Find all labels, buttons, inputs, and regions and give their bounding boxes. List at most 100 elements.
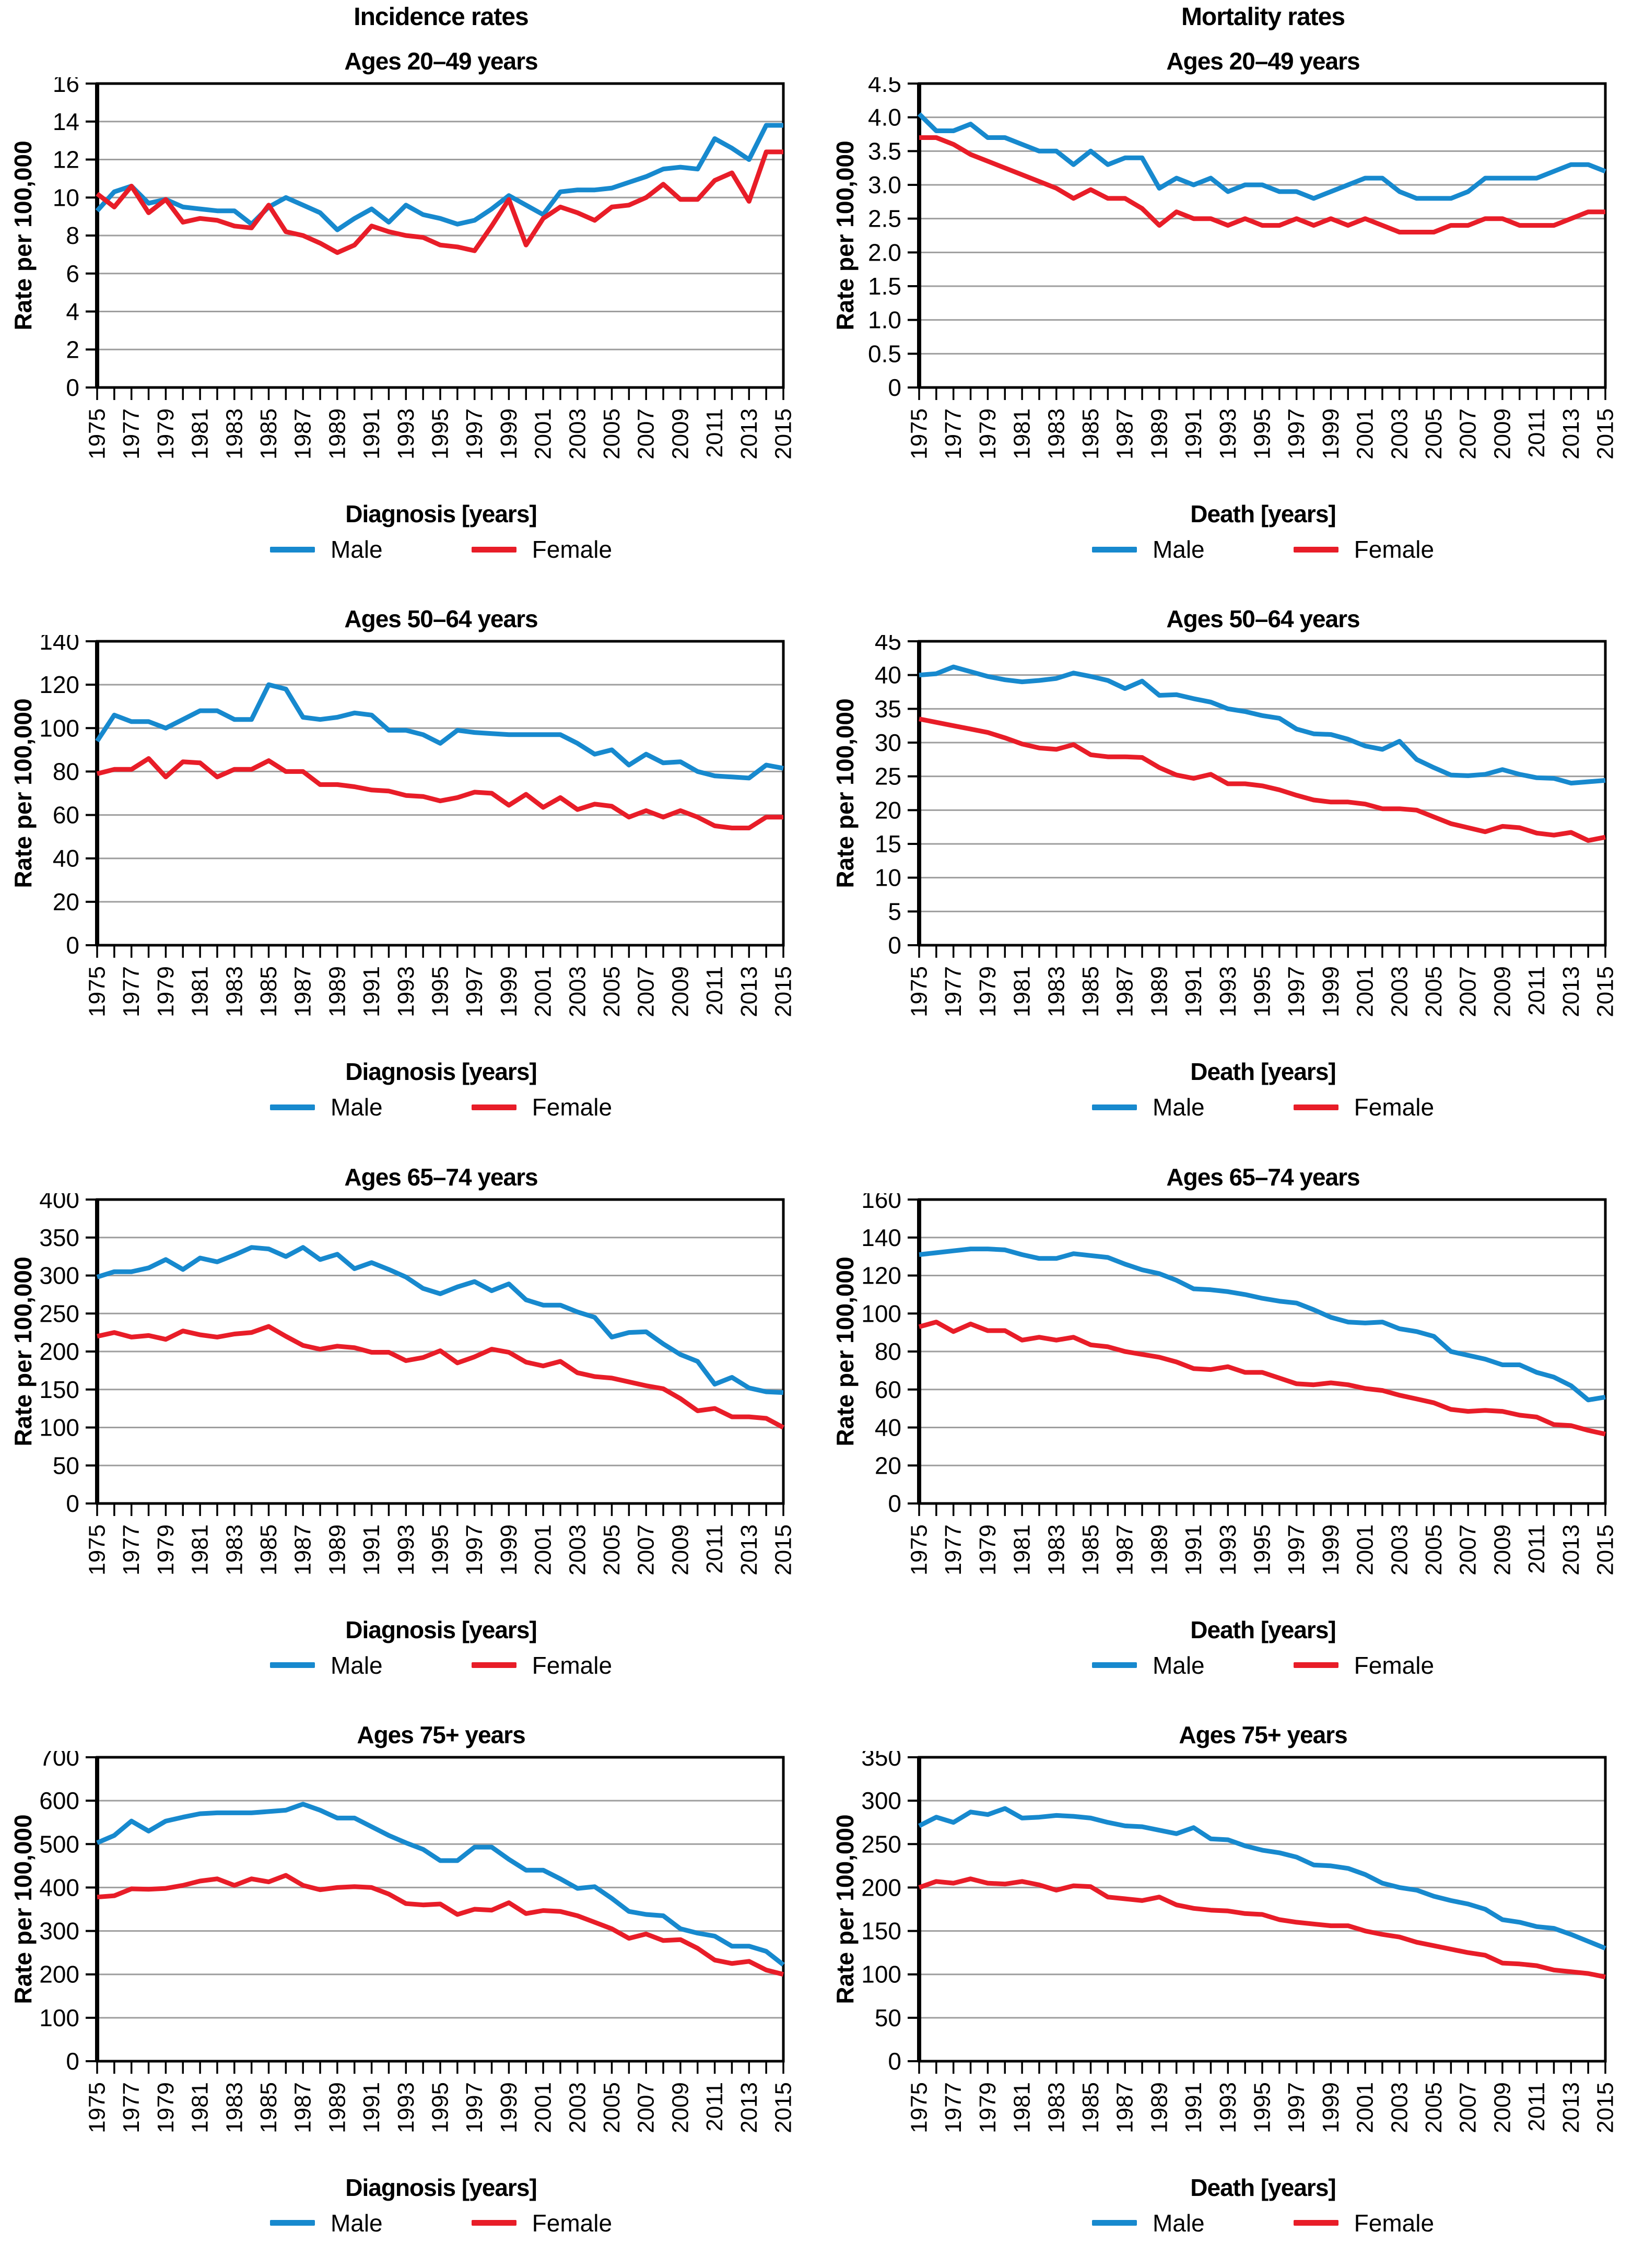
x-tick-label: 2007: [633, 966, 659, 1017]
x-tick-label: 1991: [1181, 408, 1206, 460]
x-tick-label: 2009: [667, 1524, 693, 1576]
legend-item-female: Female: [471, 2209, 612, 2237]
chart-panel-incidence-65-74: Ages 65–74 years 0 50 100 150 200 250 300 350 40…: [0, 1153, 822, 1710]
x-tick-label: 2009: [1489, 966, 1515, 1017]
plot-mortality-65-74: 0 20 40 60 80 100 120 140 160 1975 1977 1979 1981 198…: [831, 1193, 1618, 1576]
plot-mortality-75plus: 0 50 100 150 200 250 300 350 1975 1977 1979 1981 198…: [831, 1751, 1618, 2133]
x-tick-label: 1985: [256, 2082, 281, 2133]
x-tick-label: 1979: [975, 1524, 1001, 1576]
y-tick-label: 200: [39, 1338, 79, 1365]
x-tick-label: 1991: [1181, 2082, 1206, 2133]
x-tick-label: 1983: [1043, 1524, 1069, 1576]
plot-incidence-65-74: 0 50 100 150 200 250 300 350 400 1975 1977 1979 1981…: [9, 1193, 796, 1576]
chart-grid: Ages 20–49 years 0 2 4 6 8 10 12 14 16 1975 1977 19…: [0, 37, 1644, 2268]
x-tick-label: 1983: [221, 408, 247, 460]
x-tick-label: 2005: [599, 1524, 625, 1576]
x-tick-label: 1989: [1146, 408, 1172, 460]
x-tick-label: 1993: [393, 966, 419, 1017]
y-tick-label: 2: [66, 336, 79, 363]
legend: Male Female: [822, 1091, 1644, 1123]
x-tick-label: 1977: [119, 966, 144, 1017]
x-tick-label: 2013: [1558, 1524, 1584, 1576]
y-tick-label: 60: [53, 802, 79, 829]
x-tick-label: 1993: [1215, 1524, 1241, 1576]
female-line: [96, 149, 783, 255]
y-tick-label: 3.5: [868, 137, 901, 164]
age-group-title: Ages 65–74 years: [344, 1163, 538, 1191]
chart-panel-incidence-75plus: Ages 75+ years 0 100 200 300 400 500 600 700 197…: [0, 1710, 822, 2268]
x-tick-label: 1987: [290, 966, 316, 1017]
y-tick-label: 8: [66, 222, 79, 249]
legend: Male Female: [822, 534, 1644, 565]
x-tick-label: 2007: [633, 1524, 659, 1576]
x-tick-label: 1983: [221, 966, 247, 1017]
chart-panel-mortality-65-74: Ages 65–74 years 0 20 40 60 80 100 120 140 160 19…: [822, 1153, 1644, 1710]
x-tick-label: 1991: [359, 408, 384, 460]
legend-item-male: Male: [269, 2209, 383, 2237]
legend-item-male: Male: [1091, 1651, 1205, 1679]
y-tick-label: 40: [875, 662, 901, 689]
y-tick-label: 80: [53, 758, 79, 785]
column-title-mortality: Mortality rates: [1181, 3, 1345, 31]
x-tick-label: 1985: [1078, 2082, 1103, 2133]
x-tick-label: 2007: [633, 408, 659, 460]
male-line-swatch: [269, 546, 315, 553]
x-tick-label: 1987: [1112, 1524, 1138, 1576]
male-line: [95, 123, 783, 232]
x-axis-label: Diagnosis [years]: [345, 1616, 537, 1643]
female-line-swatch: [471, 1104, 516, 1110]
y-tick-label: 50: [875, 2004, 901, 2031]
column-title-incidence: Incidence rates: [354, 3, 529, 31]
x-tick-label: 2011: [702, 408, 727, 458]
legend-male-label: Male: [330, 1651, 383, 1679]
age-group-title: Ages 75+ years: [1179, 1721, 1347, 1748]
legend-male-label: Male: [1152, 1094, 1205, 1121]
x-tick-label: 1997: [462, 408, 487, 460]
y-tick-label: 3.0: [868, 171, 901, 198]
x-tick-label: 1989: [1146, 1524, 1172, 1576]
legend-item-female: Female: [1293, 2209, 1434, 2237]
x-tick-label: 1981: [187, 1524, 213, 1576]
x-tick-label: 2001: [1353, 966, 1378, 1017]
y-tick-label: 200: [39, 1960, 79, 1988]
y-tick-label: 1.5: [868, 273, 901, 300]
y-tick-label: 15: [875, 830, 901, 857]
legend-female-label: Female: [1354, 536, 1435, 563]
y-tick-label: 100: [39, 715, 79, 742]
female-line: [918, 1319, 1606, 1437]
x-tick-label: 1987: [1112, 2082, 1138, 2133]
y-tick-label: 16: [53, 77, 79, 97]
male-line-swatch: [269, 2220, 315, 2226]
plot-border: [918, 82, 1607, 389]
legend-male-label: Male: [1152, 1651, 1205, 1679]
x-tick-label: 1981: [1009, 966, 1035, 1017]
x-tick-label: 2011: [702, 2082, 727, 2132]
y-tick-label: 120: [861, 1262, 901, 1289]
x-tick-label: 2005: [599, 966, 625, 1017]
x-tick-label: 1989: [1146, 2082, 1172, 2133]
y-tick-label: 140: [39, 635, 79, 655]
y-tick-label: 120: [39, 671, 79, 698]
x-tick-label: 1975: [907, 1524, 932, 1576]
x-tick-label: 1975: [907, 408, 932, 460]
plot-border: [96, 640, 785, 947]
x-tick-label: 1985: [256, 966, 281, 1017]
x-tick-label: 1993: [393, 1524, 419, 1576]
x-tick-label: 2007: [633, 2082, 659, 2133]
legend-item-male: Male: [269, 1651, 383, 1679]
x-tick-label: 1981: [187, 966, 213, 1017]
y-tick-label: 400: [39, 1193, 79, 1213]
x-tick-label: 1977: [941, 2082, 966, 2133]
y-tick-label: 150: [861, 1917, 901, 1944]
y-tick-label: 400: [39, 1874, 79, 1901]
x-tick-label: 2009: [1489, 408, 1515, 460]
x-tick-label: 1979: [975, 2082, 1001, 2133]
x-tick-label: 1977: [119, 2082, 144, 2133]
age-group-title: Ages 50–64 years: [344, 605, 538, 633]
x-tick-label: 2009: [667, 2082, 693, 2133]
x-axis-label: Diagnosis [years]: [345, 1058, 537, 1086]
x-tick-label: 1999: [1318, 2082, 1344, 2133]
x-tick-label: 1977: [941, 408, 966, 460]
y-tick-label: 0: [888, 2048, 901, 2075]
